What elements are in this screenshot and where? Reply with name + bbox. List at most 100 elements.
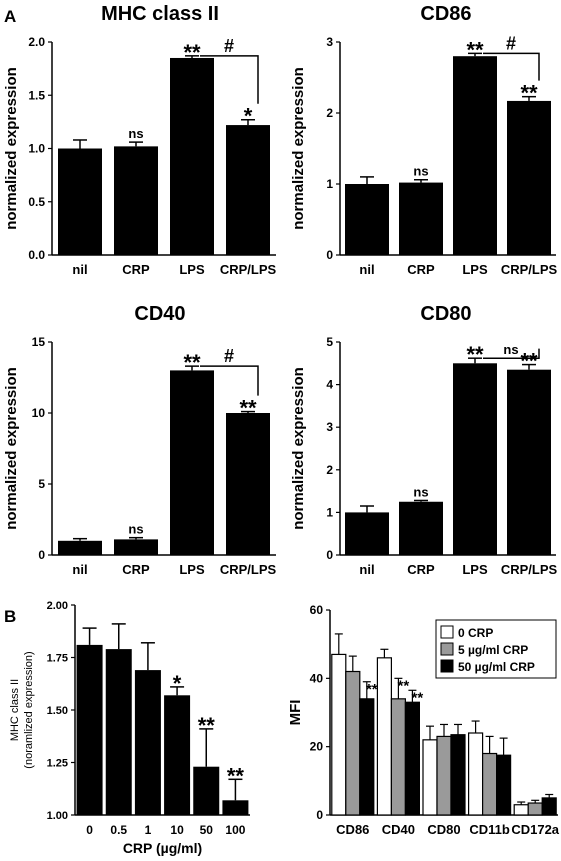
y-axis-label: normalized expression: [290, 67, 307, 230]
bar: [222, 800, 249, 815]
y-tick-label: 2.0: [28, 35, 45, 49]
significance-label: **: [520, 349, 538, 374]
bar: [331, 653, 347, 816]
x-tick-label: nil: [72, 562, 87, 577]
bar: [453, 363, 497, 555]
y-tick-label: 1: [326, 505, 333, 519]
x-tick-label: CRP: [407, 262, 435, 277]
x-tick-label: LPS: [462, 562, 488, 577]
x-tick-label: LPS: [462, 262, 488, 277]
y-tick-label: 3: [326, 35, 333, 49]
y-tick-label: 3: [326, 420, 333, 434]
y-tick-label: 1.00: [47, 810, 68, 822]
x-tick-label: 0.5: [110, 823, 127, 837]
legend-box: [435, 619, 557, 679]
x-tick-label: nil: [359, 262, 374, 277]
bar: [527, 802, 543, 816]
y-tick-label: 20: [310, 740, 324, 754]
bar: [399, 501, 443, 555]
chart-2: 0 5 10 15 CD40 normalized expression nil ns CRP *…: [3, 303, 276, 577]
significance-label: ns: [413, 484, 428, 499]
x-tick-label: nil: [359, 562, 374, 577]
bar: [507, 369, 551, 555]
x-axis-label: CRP (µg/ml): [123, 840, 202, 856]
bar: [134, 670, 161, 815]
legend-label: 5 µg/ml CRP: [458, 643, 528, 657]
charts: 0.0 0.5 1.0 1.5 2.0 MHC class II normalized ex…: [3, 3, 560, 856]
significance-label: **: [412, 689, 424, 706]
significance-bracket: [483, 348, 540, 359]
significance-label: ns: [413, 164, 428, 179]
x-tick-label: CRP: [122, 562, 150, 577]
x-tick-label: CRP: [122, 262, 150, 277]
bar: [193, 766, 220, 815]
bar: [390, 698, 406, 816]
bar: [345, 670, 361, 816]
legend-label: 50 µg/ml CRP: [458, 660, 535, 674]
bar: [468, 732, 484, 816]
bar: [164, 695, 191, 815]
significance-label: **: [183, 350, 201, 375]
bar: [359, 698, 375, 816]
bar: [226, 413, 270, 555]
x-tick-label: CD86: [336, 822, 369, 837]
panel-label-b: B: [4, 607, 16, 626]
x-tick-label: 50: [200, 823, 214, 837]
bar: [453, 56, 497, 256]
x-tick-label: CD11b: [469, 822, 510, 837]
panel-label-a: A: [4, 7, 16, 26]
y-tick-label: 0: [38, 548, 45, 562]
x-tick-label: 0: [86, 823, 93, 837]
x-tick-label: CRP: [407, 562, 435, 577]
legend-swatch: [440, 659, 454, 673]
bar: [422, 739, 438, 816]
y-tick-label: 15: [32, 335, 46, 349]
y-axis-label: normalized expression: [3, 367, 20, 530]
chart-title: CD80: [420, 303, 471, 325]
significance-label: **: [183, 40, 201, 65]
chart-title: MHC class II: [101, 3, 219, 25]
x-tick-label: 1: [145, 823, 152, 837]
y-tick-label: 0: [316, 808, 323, 822]
chart-4: 1.00 1.25 1.50 1.75 2.00 MHC class II (noramli…: [9, 600, 250, 856]
significance-bracket: [483, 52, 540, 81]
y-tick-label: 5: [326, 335, 333, 349]
y-tick-label: 2: [326, 463, 333, 477]
x-tick-label: nil: [72, 262, 87, 277]
bracket-label: #: [224, 346, 234, 366]
bar: [399, 182, 443, 255]
significance-label: **: [466, 37, 484, 62]
bar: [76, 644, 103, 815]
x-tick-label: CRP/LPS: [220, 562, 277, 577]
bar: [170, 57, 214, 255]
bracket-label: ns: [503, 342, 518, 357]
y-tick-label: 1.75: [47, 653, 68, 665]
significance-label: *: [173, 671, 182, 696]
y-tick-label: 0: [326, 548, 333, 562]
bar: [450, 734, 466, 816]
significance-label: **: [227, 763, 245, 788]
bar: [513, 804, 529, 816]
bracket-label: #: [224, 36, 234, 56]
x-tick-label: CD172a: [511, 822, 559, 837]
y-axis-label: MFI: [287, 700, 304, 726]
bar: [114, 146, 158, 255]
bar: [345, 184, 389, 255]
bar: [404, 701, 420, 816]
y-tick-label: 60: [310, 603, 324, 617]
significance-label: ns: [128, 126, 143, 141]
y-axis-label: normalized expression: [3, 67, 20, 230]
significance-label: **: [239, 396, 257, 421]
x-tick-label: LPS: [179, 262, 205, 277]
bar: [541, 797, 557, 816]
x-tick-label: CRP/LPS: [501, 262, 558, 277]
chart-title: CD40: [134, 303, 185, 325]
bar: [170, 370, 214, 555]
bracket-label: #: [506, 33, 516, 53]
bar: [496, 754, 512, 816]
bar: [226, 125, 270, 255]
legend-swatch: [440, 625, 454, 639]
x-tick-label: CD40: [382, 822, 415, 837]
significance-label: ns: [128, 522, 143, 537]
